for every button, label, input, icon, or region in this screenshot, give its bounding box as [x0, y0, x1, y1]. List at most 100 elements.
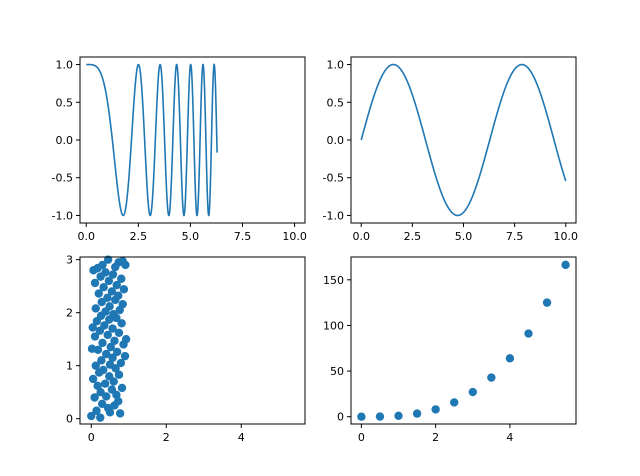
- data-point-40: [103, 330, 112, 340]
- data-point-6: [468, 387, 477, 397]
- data-point-0: [357, 412, 366, 421]
- data-point-45: [100, 321, 109, 330]
- x-tick-label: 7.5: [234, 230, 252, 243]
- x-tick-label: 0: [88, 431, 95, 444]
- series-line: [86, 63, 218, 217]
- data-point-25: [105, 360, 115, 369]
- y-tick-label: 1.0: [327, 59, 345, 72]
- data-point-5: [103, 403, 113, 413]
- data-point-30: [102, 349, 111, 359]
- y-tick-label: 0.0: [56, 134, 74, 147]
- data-point-33: [87, 344, 97, 353]
- data-point-26: [116, 358, 126, 368]
- data-point-43: [108, 324, 117, 333]
- data-point-51: [109, 310, 118, 319]
- data-point-56: [118, 299, 127, 309]
- y-tick-label: -0.5: [52, 172, 73, 185]
- series-line: [360, 63, 567, 217]
- axes-frame: [350, 56, 577, 224]
- y-tick-label: 0.5: [56, 96, 74, 109]
- data-point-72: [101, 268, 110, 277]
- subplot-3: 0 2 4 0 1 2 3: [66, 254, 306, 444]
- data-point-27: [97, 356, 106, 365]
- data-point-70: [108, 270, 118, 279]
- y-tick-label: 3: [66, 254, 73, 267]
- data-point-22: [99, 365, 108, 375]
- data-point-34: [106, 342, 115, 352]
- data-point-7: [97, 399, 107, 409]
- x-tick-label: 0.0: [78, 230, 96, 243]
- data-point-3: [412, 409, 422, 418]
- data-point-62: [107, 287, 117, 296]
- data-point-9: [90, 393, 99, 402]
- y-tick-label: 2: [66, 307, 73, 320]
- data-point-10: [542, 298, 552, 307]
- data-point-18: [88, 374, 98, 384]
- data-point-28: [108, 353, 117, 362]
- data-point-76: [103, 255, 113, 264]
- data-point-2: [394, 411, 403, 420]
- x-tick-label: 0: [358, 431, 365, 444]
- data-point-61: [94, 289, 103, 298]
- x-tick-label: 10.0: [554, 230, 579, 243]
- x-tick-label: 7.5: [506, 230, 524, 243]
- axes-frame: [79, 256, 306, 425]
- data-point-9: [524, 329, 533, 338]
- x-tick-label: 4: [238, 431, 245, 444]
- data-point-78: [98, 260, 107, 270]
- data-point-20: [114, 370, 124, 379]
- data-point-79: [118, 257, 127, 266]
- data-point-7: [487, 373, 496, 382]
- axes-frame: [350, 256, 577, 425]
- data-point-19: [105, 372, 114, 381]
- x-tick-label: 2.5: [130, 230, 148, 243]
- data-point-12: [96, 387, 105, 397]
- data-point-36: [98, 338, 107, 348]
- data-point-15: [93, 381, 102, 391]
- x-tick-label: 5.0: [455, 230, 473, 243]
- x-tick-label: 2: [163, 431, 170, 444]
- data-point-13: [107, 385, 117, 394]
- data-point-24: [91, 361, 100, 370]
- data-point-67: [104, 276, 114, 286]
- data-point-59: [103, 293, 112, 303]
- y-tick-label: 0: [337, 411, 344, 424]
- x-tick-label: 4: [506, 431, 513, 444]
- data-point-1: [375, 412, 385, 421]
- data-point-60: [114, 291, 123, 300]
- subplot-2: 0.0 2.5 5.0 7.5 10.0 1.0 0.5 0.0 -0.5 -1.0: [323, 56, 579, 243]
- x-tick-label: 5.0: [182, 230, 200, 243]
- data-point-41: [114, 328, 124, 338]
- data-point-5: [450, 398, 459, 407]
- y-tick-label: 1: [66, 360, 73, 373]
- data-point-1: [96, 413, 105, 422]
- data-point-68: [117, 274, 126, 283]
- data-point-44: [88, 323, 97, 332]
- data-point-65: [112, 280, 121, 290]
- data-point-8: [114, 397, 123, 406]
- y-tick-label: -1.0: [323, 209, 344, 222]
- data-point-38: [121, 334, 131, 344]
- y-tick-label: -0.5: [323, 172, 344, 185]
- y-tick-label: 50: [330, 365, 344, 378]
- data-point-11: [561, 260, 570, 270]
- data-point-66: [90, 278, 100, 288]
- y-tick-label: -1.0: [52, 209, 73, 222]
- data-point-0: [87, 411, 96, 421]
- y-tick-label: 1.0: [56, 59, 74, 72]
- data-point-63: [119, 285, 129, 294]
- data-point-46: [117, 319, 126, 328]
- x-tick-label: 2: [432, 431, 439, 444]
- y-tick-label: 100: [323, 319, 344, 332]
- data-point-29: [120, 351, 130, 361]
- data-point-31: [112, 347, 122, 357]
- subplot-4: 0 2 4 0 50 100 150: [323, 256, 577, 444]
- x-tick-label: 0.0: [352, 230, 370, 243]
- data-point-55: [105, 302, 114, 311]
- y-tick-label: 150: [323, 274, 344, 287]
- y-tick-label: 0.0: [327, 134, 345, 147]
- data-point-16: [100, 379, 110, 388]
- x-tick-label: 2.5: [404, 230, 422, 243]
- y-tick-label: 0.5: [327, 96, 345, 109]
- y-tick-label: 0: [66, 413, 73, 426]
